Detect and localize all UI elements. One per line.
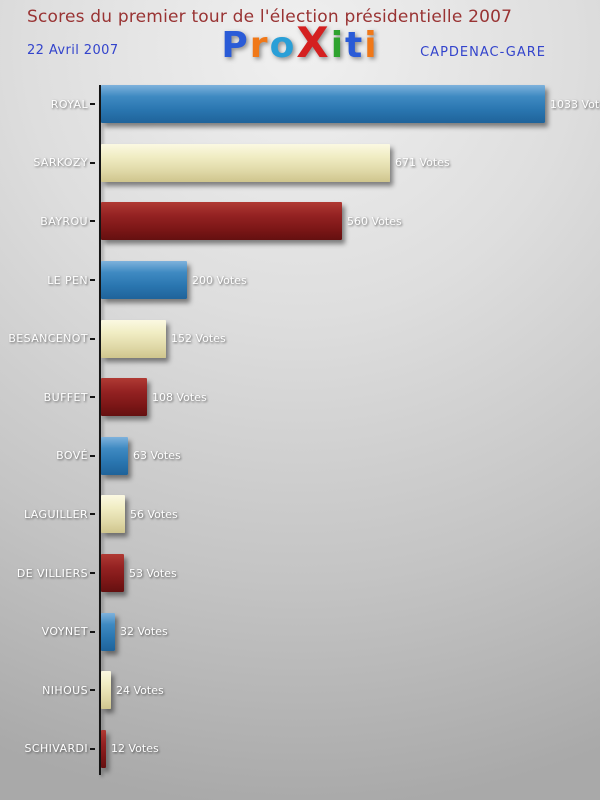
category-label: DE VILLIERS xyxy=(16,566,88,580)
chart-title: Scores du premier tour de l'élection pré… xyxy=(27,7,513,27)
logo-letter: X xyxy=(296,18,331,67)
bar-row: BUFFET 108 Votes xyxy=(0,368,600,427)
date-label: 22 Avril 2007 xyxy=(27,43,119,58)
axis-tick xyxy=(90,396,95,399)
bar-le-pen xyxy=(101,261,187,300)
axis-tick xyxy=(90,630,95,633)
category-label: SARKOZY xyxy=(33,156,88,170)
bar-row: LE PEN 200 Votes xyxy=(0,251,600,310)
bar-area: 560 Votes xyxy=(101,202,600,241)
bar-row: BAYROU 560 Votes xyxy=(0,192,600,251)
value-label: 671 Votes xyxy=(395,156,450,170)
category-label: SCHIVARDI xyxy=(24,742,88,756)
value-label: 56 Votes xyxy=(130,507,178,521)
axis-tick xyxy=(90,454,95,457)
location-label: CAPDENAC-GARE xyxy=(420,45,546,60)
bar-row: LAGUILLER 56 Votes xyxy=(0,485,600,544)
y-axis-line xyxy=(99,85,101,775)
bar-nihous xyxy=(101,671,111,710)
axis-tick xyxy=(90,337,95,340)
bar-area: 56 Votes xyxy=(101,495,600,534)
bar-royal xyxy=(101,85,545,124)
axis-tick xyxy=(90,747,95,750)
logo-letter: i xyxy=(330,25,346,66)
logo-letter: i xyxy=(364,25,379,66)
proxiti-logo: ProXiti xyxy=(221,22,378,64)
bar-area: 152 Votes xyxy=(101,319,600,358)
bar-row: SCHIVARDI 12 Votes xyxy=(0,720,600,779)
bar-voynet xyxy=(101,612,115,651)
category-label: BUFFET xyxy=(43,390,88,404)
bar-bové xyxy=(101,436,128,475)
category-label: VOYNET xyxy=(41,625,88,639)
axis-tick xyxy=(90,161,95,164)
axis-tick xyxy=(90,279,95,282)
bar-buffet xyxy=(101,378,147,417)
bar-area: 24 Votes xyxy=(101,671,600,710)
bar-de-villiers xyxy=(101,554,124,593)
axis-tick xyxy=(90,572,95,575)
value-label: 24 Votes xyxy=(116,683,164,697)
bar-area: 1033 Votes xyxy=(101,85,600,124)
axis-tick xyxy=(90,689,95,692)
bar-area: 63 Votes xyxy=(101,436,600,475)
category-label: LAGUILLER xyxy=(24,507,88,521)
category-label: BAYROU xyxy=(40,214,88,228)
axis-tick xyxy=(90,220,95,223)
value-label: 12 Votes xyxy=(111,742,159,756)
bar-row: NIHOUS 24 Votes xyxy=(0,661,600,720)
value-label: 152 Votes xyxy=(171,332,226,346)
value-label: 32 Votes xyxy=(120,625,168,639)
bar-area: 200 Votes xyxy=(101,261,600,300)
bar-laguiller xyxy=(101,495,125,534)
value-label: 53 Votes xyxy=(129,566,177,580)
bar-area: 12 Votes xyxy=(101,729,600,768)
bar-area: 671 Votes xyxy=(101,143,600,182)
value-label: 108 Votes xyxy=(152,390,207,404)
logo-letter: P xyxy=(221,25,250,66)
bar-row: BESANCENOT 152 Votes xyxy=(0,309,600,368)
bar-row: ROYAL 1033 Votes xyxy=(0,75,600,134)
axis-tick xyxy=(90,513,95,516)
bar-rows: ROYAL 1033 Votes SARKOZY 671 Votes BAYROU 560… xyxy=(0,75,600,778)
value-label: 560 Votes xyxy=(347,214,402,228)
bar-area: 108 Votes xyxy=(101,378,600,417)
bar-row: SARKOZY 671 Votes xyxy=(0,134,600,193)
bar-schivardi xyxy=(101,729,106,768)
category-label: ROYAL xyxy=(50,97,88,111)
category-label: NIHOUS xyxy=(42,683,88,697)
bar-row: DE VILLIERS 53 Votes xyxy=(0,544,600,603)
bar-area: 32 Votes xyxy=(101,612,600,651)
bar-row: VOYNET 32 Votes xyxy=(0,602,600,661)
category-label: BESANCENOT xyxy=(8,332,88,346)
logo-letter: t xyxy=(345,25,365,66)
bar-besancenot xyxy=(101,319,166,358)
category-label: LE PEN xyxy=(47,273,88,287)
axis-tick xyxy=(90,103,95,106)
value-label: 200 Votes xyxy=(192,273,247,287)
category-label: BOVÉ xyxy=(56,449,88,463)
value-label: 63 Votes xyxy=(133,449,181,463)
bar-row: BOVÉ 63 Votes xyxy=(0,427,600,486)
value-label: 1033 Votes xyxy=(550,97,600,111)
bar-bayrou xyxy=(101,202,342,241)
logo-letter: o xyxy=(269,25,297,66)
logo-letter: r xyxy=(249,25,270,66)
bar-sarkozy xyxy=(101,143,390,182)
bar-area: 53 Votes xyxy=(101,554,600,593)
